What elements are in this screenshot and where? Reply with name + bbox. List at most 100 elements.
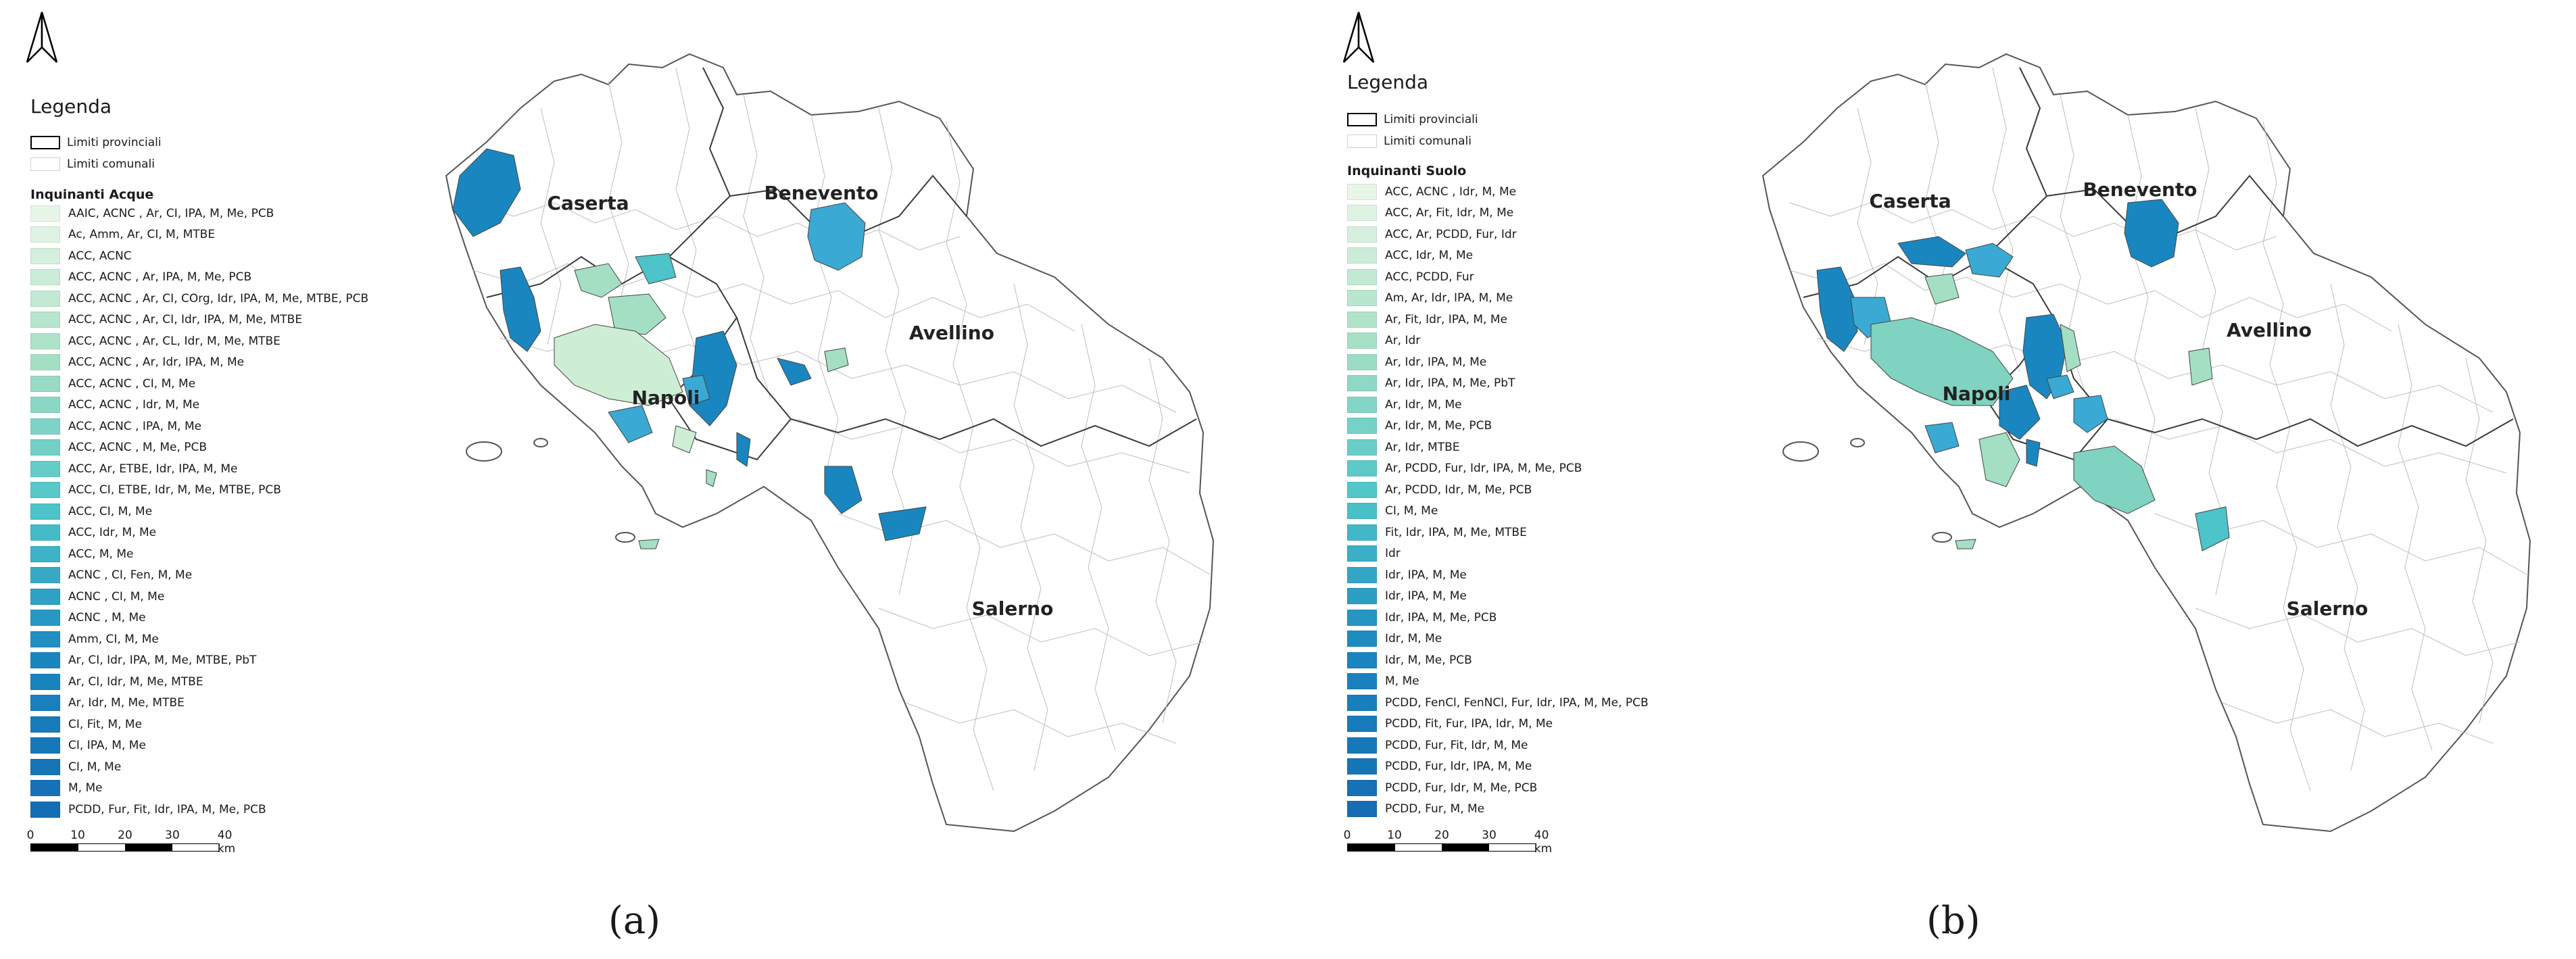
legend-item-label: PCDD, Fur, Fit, Idr, IPA, M, Me, PCB	[68, 802, 266, 816]
legend-item: ACC, ACNC , CI, M, Me	[30, 373, 368, 395]
legend-swatch	[1347, 439, 1377, 456]
legend-item-label: Idr, IPA, M, Me, PCB	[1385, 610, 1497, 624]
legend-swatch	[30, 269, 60, 286]
legend-item-label: Fit, Idr, IPA, M, Me, MTBE	[1385, 525, 1527, 539]
legend-item-label: Ar, Idr, IPA, M, Me	[1385, 355, 1487, 369]
legend-swatch	[1347, 801, 1377, 818]
legend-item-label: ACC, ACNC , Ar, Idr, IPA, M, Me	[68, 355, 245, 370]
legend-item: ACC, Idr, M, Me	[30, 522, 368, 544]
legend-swatch	[30, 397, 60, 414]
legend-municipal-boundary: Limiti comunali	[30, 157, 155, 172]
legend-province-boundary-label: Limiti provinciali	[67, 136, 162, 149]
legend-item: ACC, CI, ETBE, Idr, M, Me, MTBE, PCB	[30, 480, 368, 501]
legend-item-label: ACC, ACNC , M, Me, PCB	[68, 441, 208, 455]
legend-item-label: M, Me	[68, 781, 103, 795]
legend-swatch	[1347, 758, 1377, 775]
legend-item: Ar, PCDD, Fur, Idr, IPA, M, Me, PCB	[1347, 458, 1649, 480]
legend-item-label: ACC, ACNC , Idr, M, Me	[1385, 185, 1517, 199]
legend-item: Idr, IPA, M, Me	[1347, 586, 1649, 608]
legend-item-label: ACC, Ar, Fit, Idr, M, Me	[1385, 206, 1514, 220]
legend-item: ACNC , M, Me	[30, 608, 368, 629]
legend-swatch	[1347, 333, 1377, 349]
province-label-napoli: Napoli	[632, 387, 700, 409]
legend-item: Ar, PCDD, Idr, M, Me, PCB	[1347, 479, 1649, 501]
legend-item: Ar, Idr, IPA, M, Me	[1347, 351, 1649, 373]
legend-item-label: Ar, PCDD, Fur, Idr, IPA, M, Me, PCB	[1385, 462, 1582, 476]
legend-swatch	[30, 247, 60, 264]
legend-item: ACC, ACNC , Idr, M, Me	[30, 395, 368, 416]
legend-swatch	[1347, 566, 1377, 583]
legend-item: ACC, ACNC , Ar, Idr, IPA, M, Me	[30, 352, 368, 374]
legend-item-label: Ar, Idr, M, Me, PCB	[1385, 419, 1492, 433]
legend-item: ACC, Ar, ETBE, Idr, IPA, M, Me	[30, 458, 368, 480]
legend-item: Ar, Idr, MTBE	[1347, 437, 1649, 458]
legend-swatch	[30, 652, 60, 669]
scale-label: 0	[1343, 829, 1351, 842]
legend-swatch	[1347, 673, 1377, 690]
legend-item-label: ACNC , CI, Fen, M, Me	[68, 568, 193, 583]
scale-label: 30	[1482, 829, 1497, 842]
province-label-benevento: Benevento	[2083, 178, 2197, 201]
legend-item: Ar, Idr, M, Me, PCB	[1347, 416, 1649, 437]
scale-label: 30	[165, 829, 180, 842]
legend-item: ACC, ACNC , Ar, IPA, M, Me, PCB	[30, 267, 368, 289]
legend-title: Legenda	[30, 95, 112, 118]
province-labels: Caserta Benevento Napoli Avellino Salern…	[547, 182, 1053, 620]
legend-item-label: CI, Fit, M, Me	[68, 717, 143, 731]
legend-item-label: ACC, ACNC , Ar, CI, COrg, Idr, IPA, M, M…	[68, 291, 369, 305]
legend-swatch	[30, 567, 60, 584]
legend-item-label: Idr, IPA, M, Me	[1385, 568, 1467, 582]
legend-swatch	[1347, 694, 1377, 711]
legend-item: ACC, Ar, Fit, Idr, M, Me	[1347, 203, 1649, 224]
province-label-caserta: Caserta	[1869, 190, 1951, 212]
legend-item-label: Ac, Amm, Ar, CI, M, MTBE	[68, 228, 216, 242]
coastline-islands	[466, 438, 635, 543]
legend-swatch	[30, 460, 60, 477]
legend-item-label: Ar, CI, Idr, M, Me, MTBE	[68, 674, 203, 689]
legend-item: PCDD, Fur, M, Me	[1347, 799, 1649, 820]
legend-item: Idr, IPA, M, Me	[1347, 564, 1649, 586]
scale-label: 20	[118, 829, 132, 842]
legend-item-label: Ar, Fit, Idr, IPA, M, Me	[1385, 312, 1507, 326]
legend-item: Ac, Amm, Ar, CI, M, MTBE	[30, 224, 368, 246]
legend-swatch	[30, 524, 60, 541]
legend-item-label: ACC, Idr, M, Me	[68, 526, 157, 540]
legend-item: Idr	[1347, 543, 1649, 565]
map-panel-b: Legenda Limiti provinciali Limiti comuna…	[1317, 0, 2576, 959]
legend-swatch	[1347, 247, 1377, 264]
legend-swatch	[30, 673, 60, 690]
province-label-benevento: Benevento	[764, 182, 878, 204]
legend-swatch	[30, 695, 60, 712]
legend-item: ACC, Ar, PCDD, Fur, Idr	[1347, 224, 1649, 245]
province-label-salerno: Salerno	[2287, 597, 2368, 620]
legend-item: Ar, Idr	[1347, 330, 1649, 352]
legend-item-label: ACC, Idr, M, Me	[1385, 249, 1474, 263]
legend-item-label: AAIC, ACNC , Ar, CI, IPA, M, Me, PCB	[68, 206, 274, 220]
legend-item-label: PCDD, FenCl, FenNCl, Fur, Idr, IPA, M, M…	[1385, 695, 1649, 710]
legend-swatch	[1347, 716, 1377, 733]
legend-province-boundary-label: Limiti provinciali	[1384, 113, 1478, 126]
legend-item: ACC, CI, M, Me	[30, 501, 368, 522]
legend-item: M, Me	[1347, 671, 1649, 693]
legend-swatch	[30, 737, 60, 754]
legend-swatch	[1347, 418, 1377, 435]
legend-swatch	[1347, 631, 1377, 647]
legend-item-label: Ar, Idr, MTBE	[1385, 440, 1460, 454]
legend-item: ACC, ACNC , Ar, CI, Idr, IPA, M, Me, MTB…	[30, 310, 368, 331]
legend-item-label: CI, M, Me	[1385, 504, 1438, 518]
province-label-avellino: Avellino	[909, 322, 994, 344]
legend-swatch	[1347, 460, 1377, 477]
legend-item: Idr, M, Me, PCB	[1347, 649, 1649, 671]
legend-swatch	[30, 290, 60, 307]
legend-item-label: ACC, CI, M, Me	[68, 504, 153, 518]
scale-label: 0	[26, 829, 34, 842]
legend-item-label: Idr, IPA, M, Me	[1385, 589, 1467, 604]
legend-item-label: Ar, Idr	[1385, 334, 1421, 348]
north-arrow-icon	[1342, 11, 1375, 63]
legend-item-label: Idr, M, Me	[1385, 632, 1442, 646]
legend-item: PCDD, FenCl, FenNCl, Fur, Idr, IPA, M, M…	[1347, 692, 1649, 714]
legend-item: Ar, Idr, IPA, M, Me, PbT	[1347, 373, 1649, 395]
legend-item: ACNC , CI, Fen, M, Me	[30, 565, 368, 587]
legend-item-label: ACC, ACNC , Ar, CL, Idr, M, Me, MTBE	[68, 334, 281, 348]
legend-swatch	[1347, 375, 1377, 392]
